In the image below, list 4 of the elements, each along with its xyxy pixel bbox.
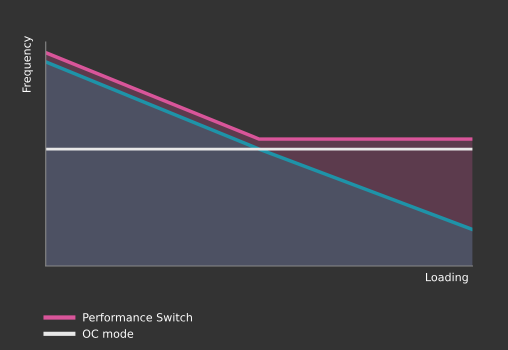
legend-label: OC mode xyxy=(82,329,134,338)
x-axis-title: Loading xyxy=(426,272,468,284)
y-axis-title: Frequency xyxy=(22,36,33,92)
legend-label: Performance Switch xyxy=(83,312,192,322)
